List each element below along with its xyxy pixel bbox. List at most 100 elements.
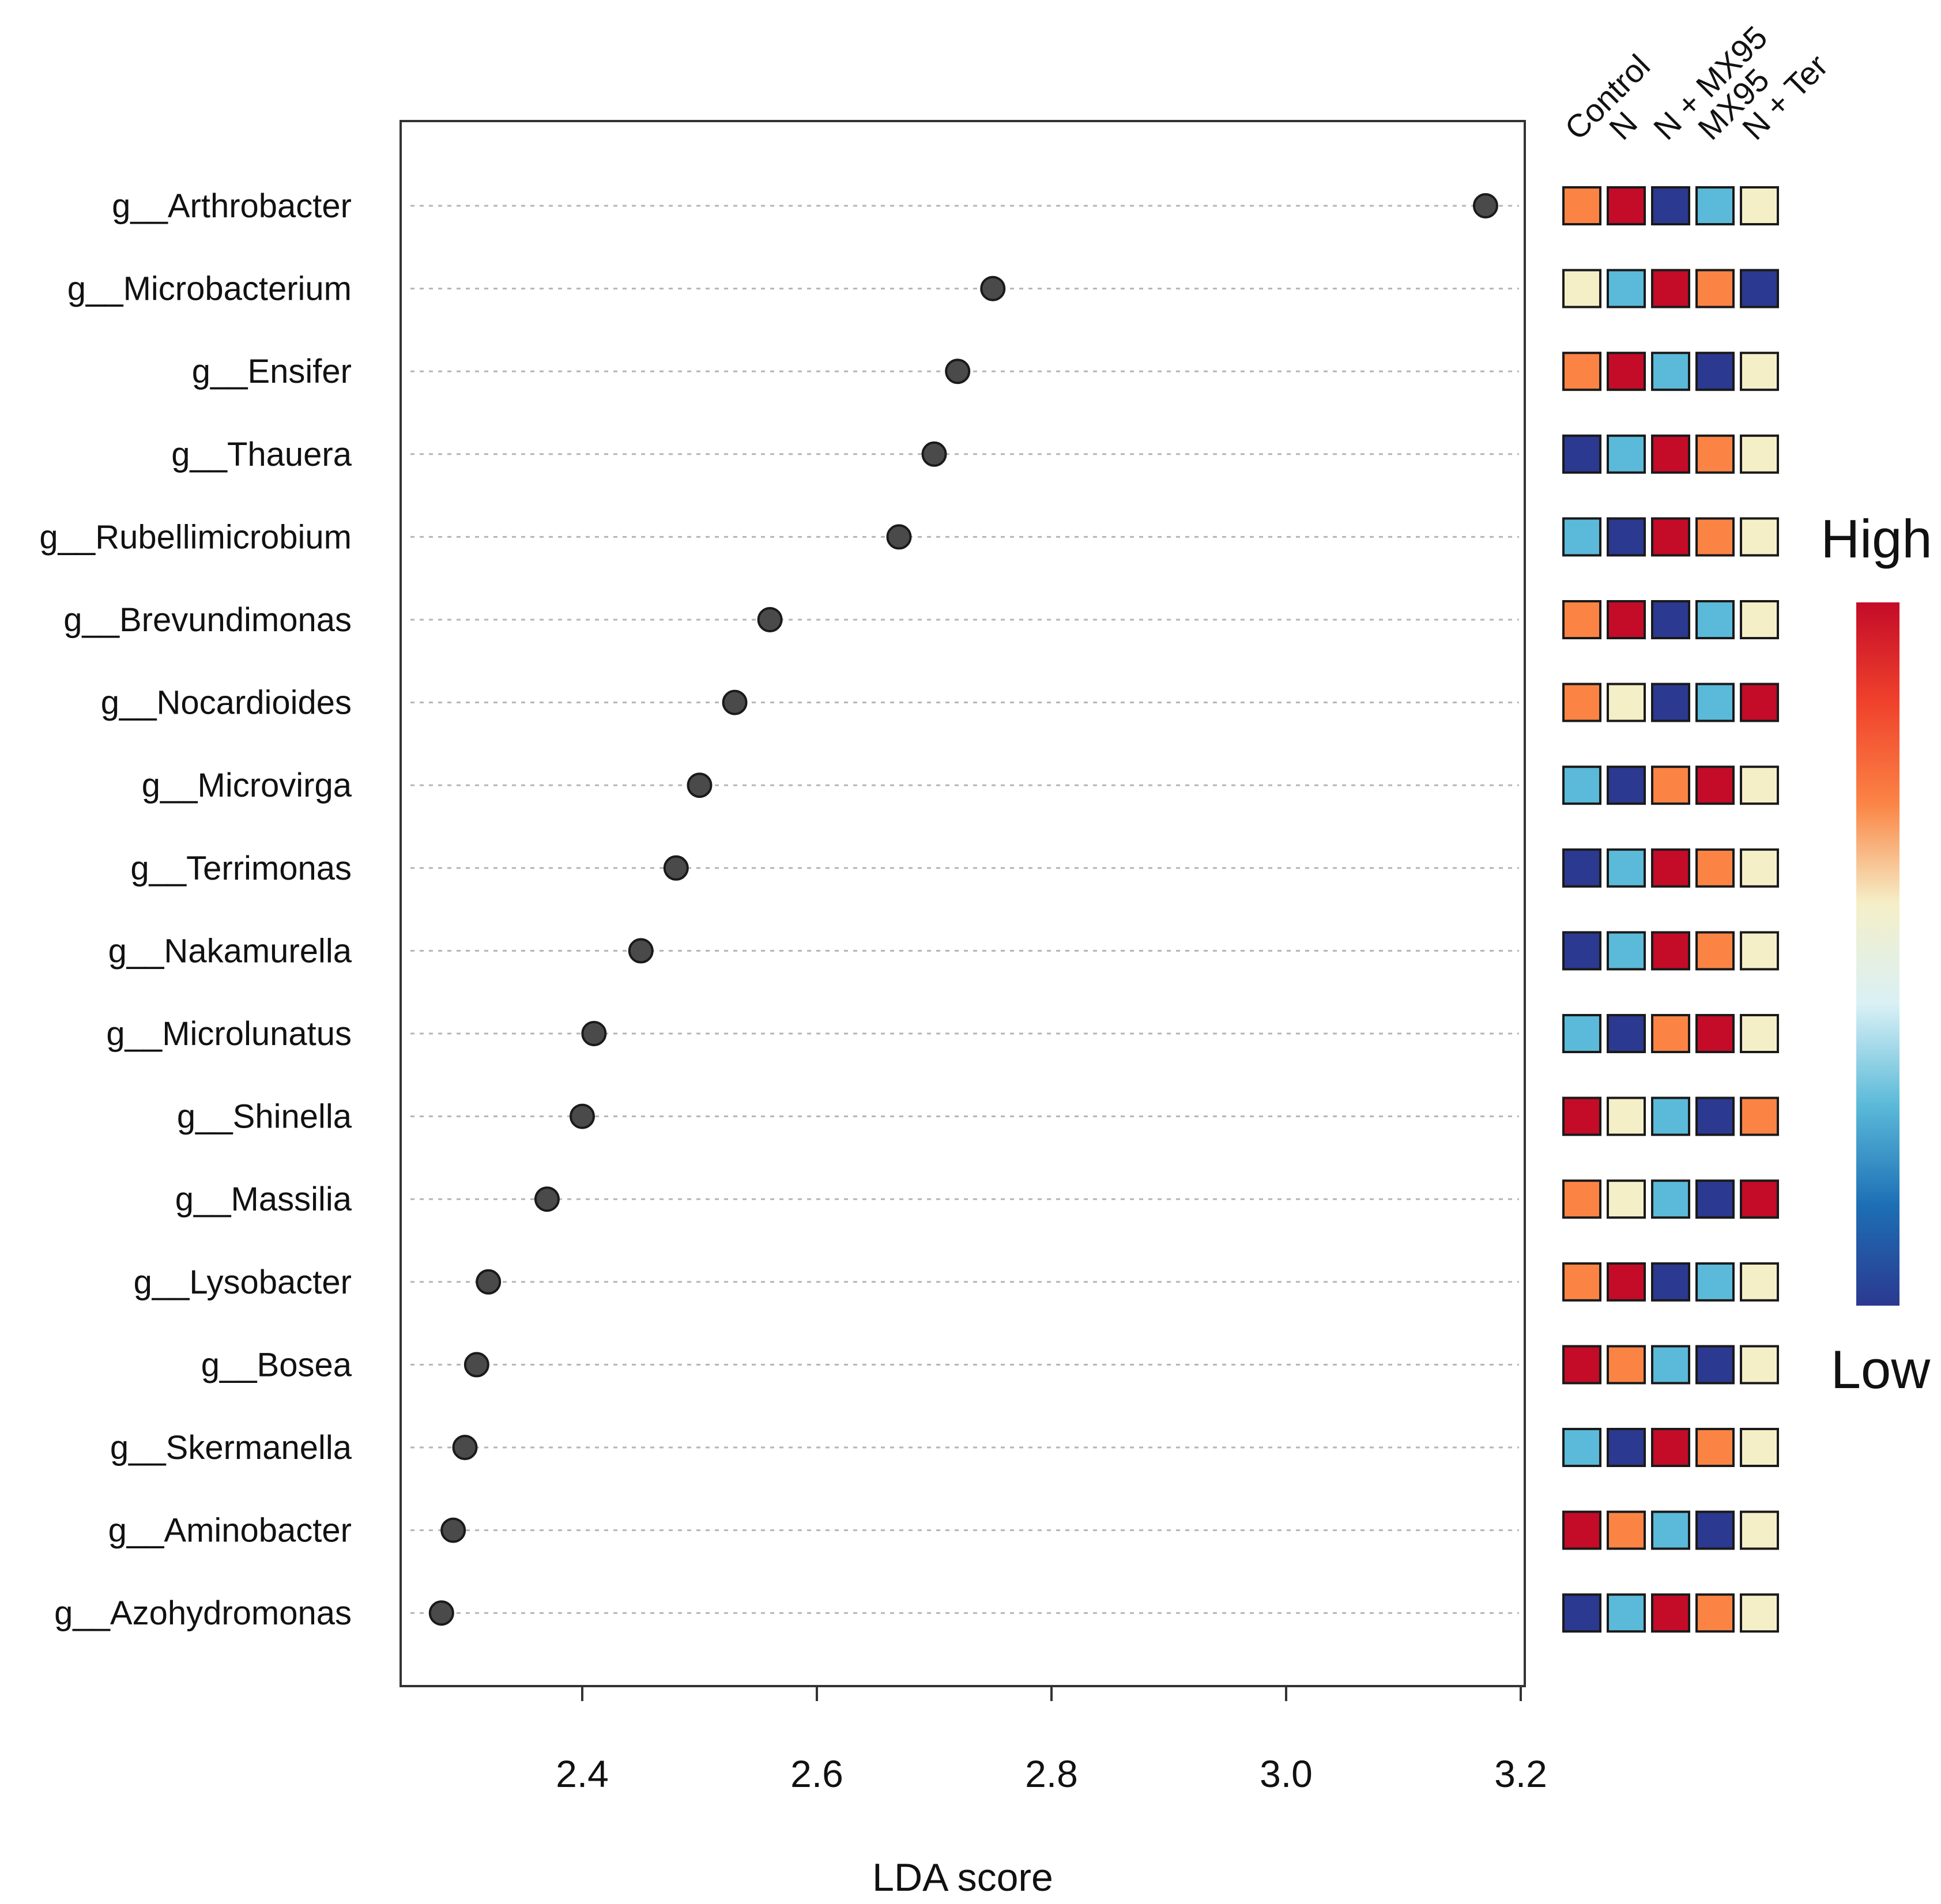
lda-point — [980, 276, 1006, 301]
heatmap-cell — [1651, 1593, 1690, 1633]
heatmap-cell — [1695, 683, 1735, 722]
heatmap-cell — [1651, 1014, 1690, 1053]
taxon-label: g__Bosea — [201, 1346, 352, 1383]
taxon-label: g__Microvirga — [142, 767, 352, 804]
lda-point — [452, 1435, 478, 1460]
heatmap-cell — [1651, 434, 1690, 474]
lda-point — [534, 1186, 560, 1212]
heatmap-cell — [1562, 766, 1601, 805]
heatmap-cell — [1740, 517, 1779, 557]
heatmap-cell — [1651, 1262, 1690, 1302]
x-tick-label: 2.8 — [1025, 1752, 1078, 1795]
lda-point — [428, 1600, 454, 1626]
heatmap-cell — [1651, 931, 1690, 971]
legend-high-label: High — [1821, 508, 1932, 569]
x-axis-title: LDA score — [872, 1856, 1053, 1899]
heatmap-cell — [1607, 766, 1646, 805]
lda-point — [570, 1103, 595, 1129]
taxon-label: g__Azohydromonas — [54, 1594, 352, 1632]
heatmap-cell — [1607, 434, 1646, 474]
heatmap-cell — [1562, 1014, 1601, 1053]
taxon-label: g__Arthrobacter — [112, 187, 352, 225]
heatmap-cell — [1695, 848, 1735, 888]
legend-low-label: Low — [1831, 1339, 1931, 1400]
heatmap-cell — [1562, 434, 1601, 474]
heatmap-cell — [1607, 1510, 1646, 1550]
heatmap-cell — [1740, 352, 1779, 391]
taxon-label: g__Aminobacter — [108, 1512, 352, 1549]
heatmap-cell — [1562, 848, 1601, 888]
lda-point — [921, 441, 947, 467]
heatmap-cell — [1651, 269, 1690, 308]
taxon-label: g__Nakamurella — [108, 932, 352, 970]
taxon-label: g__Lysobacter — [134, 1264, 352, 1301]
heatmap-cell — [1740, 683, 1779, 722]
heatmap-cell — [1562, 1593, 1601, 1633]
heatmap-cell — [1651, 1428, 1690, 1467]
lda-point — [463, 1352, 489, 1378]
heatmap-cell — [1740, 766, 1779, 805]
heatmap-cell — [1651, 766, 1690, 805]
heatmap-cell — [1607, 848, 1646, 888]
heatmap-cell — [1651, 848, 1690, 888]
heatmap-cell — [1651, 600, 1690, 639]
heatmap-cell — [1695, 766, 1735, 805]
lda-point — [663, 855, 689, 881]
heatmap-cell — [1562, 1345, 1601, 1385]
heatmap-cell — [1607, 600, 1646, 639]
color-legend: High Low — [1821, 508, 1932, 1400]
taxon-labels: g__Arthrobacter g__Microbacterium g__Ensif… — [39, 187, 352, 1632]
heatmap-cell — [1562, 269, 1601, 308]
heatmap-cell — [1740, 1428, 1779, 1467]
heatmap-cell — [1651, 1510, 1690, 1550]
heatmap-cell — [1562, 1096, 1601, 1136]
taxon-label: g__Microlunatus — [106, 1015, 352, 1053]
heatmap-cell — [1562, 931, 1601, 971]
heatmap-cell — [1607, 517, 1646, 557]
heatmap-cell — [1651, 1096, 1690, 1136]
heatmap-cell — [1607, 352, 1646, 391]
taxon-label: g__Thauera — [171, 436, 352, 473]
lda-point — [628, 938, 654, 964]
heatmap-cell — [1695, 1510, 1735, 1550]
taxon-label: g__Skermanella — [110, 1429, 352, 1466]
heatmap-cell — [1695, 269, 1735, 308]
x-tick-label: 2.6 — [790, 1752, 843, 1795]
taxon-label: g__Massilia — [175, 1181, 352, 1218]
heatmap-cell — [1695, 1428, 1735, 1467]
heatmap-cell — [1740, 848, 1779, 888]
heatmap-cell — [1562, 517, 1601, 557]
lda-point — [581, 1021, 607, 1046]
heatmap-cell — [1651, 186, 1690, 225]
heatmap-cell — [1562, 683, 1601, 722]
heatmap-cell — [1740, 186, 1779, 225]
lda-point — [886, 524, 912, 550]
heatmap-cell — [1651, 352, 1690, 391]
heatmap-cell — [1607, 186, 1646, 225]
heatmap-cell — [1740, 1096, 1779, 1136]
heatmap-cell — [1607, 1593, 1646, 1633]
heatmap-cell — [1740, 600, 1779, 639]
heatmap-cell — [1740, 1593, 1779, 1633]
heatmap-cell — [1562, 1510, 1601, 1550]
x-tick-label: 3.0 — [1260, 1752, 1313, 1795]
taxon-label: g__Nocardioides — [101, 684, 352, 722]
heatmap-cell — [1607, 1262, 1646, 1302]
heatmap-cell — [1562, 1179, 1601, 1219]
heatmap-cell — [1562, 1428, 1601, 1467]
x-tick-label: 3.2 — [1494, 1752, 1547, 1795]
heatmap-cell — [1651, 1345, 1690, 1385]
heatmap-cell — [1607, 1014, 1646, 1053]
heatmap-cell — [1740, 1345, 1779, 1385]
heatmap-cell — [1740, 1510, 1779, 1550]
heatmap-cell — [1695, 1096, 1735, 1136]
taxon-label: g__Terrimonas — [130, 850, 352, 887]
heatmap-cell — [1607, 683, 1646, 722]
taxon-label: g__Microbacterium — [67, 270, 352, 308]
taxon-label: g__Shinella — [177, 1098, 352, 1136]
lda-point — [1472, 193, 1498, 218]
heatmap-cell — [1607, 931, 1646, 971]
legend-gradient-bar — [1856, 602, 1899, 1306]
lda-points — [428, 193, 1498, 1626]
